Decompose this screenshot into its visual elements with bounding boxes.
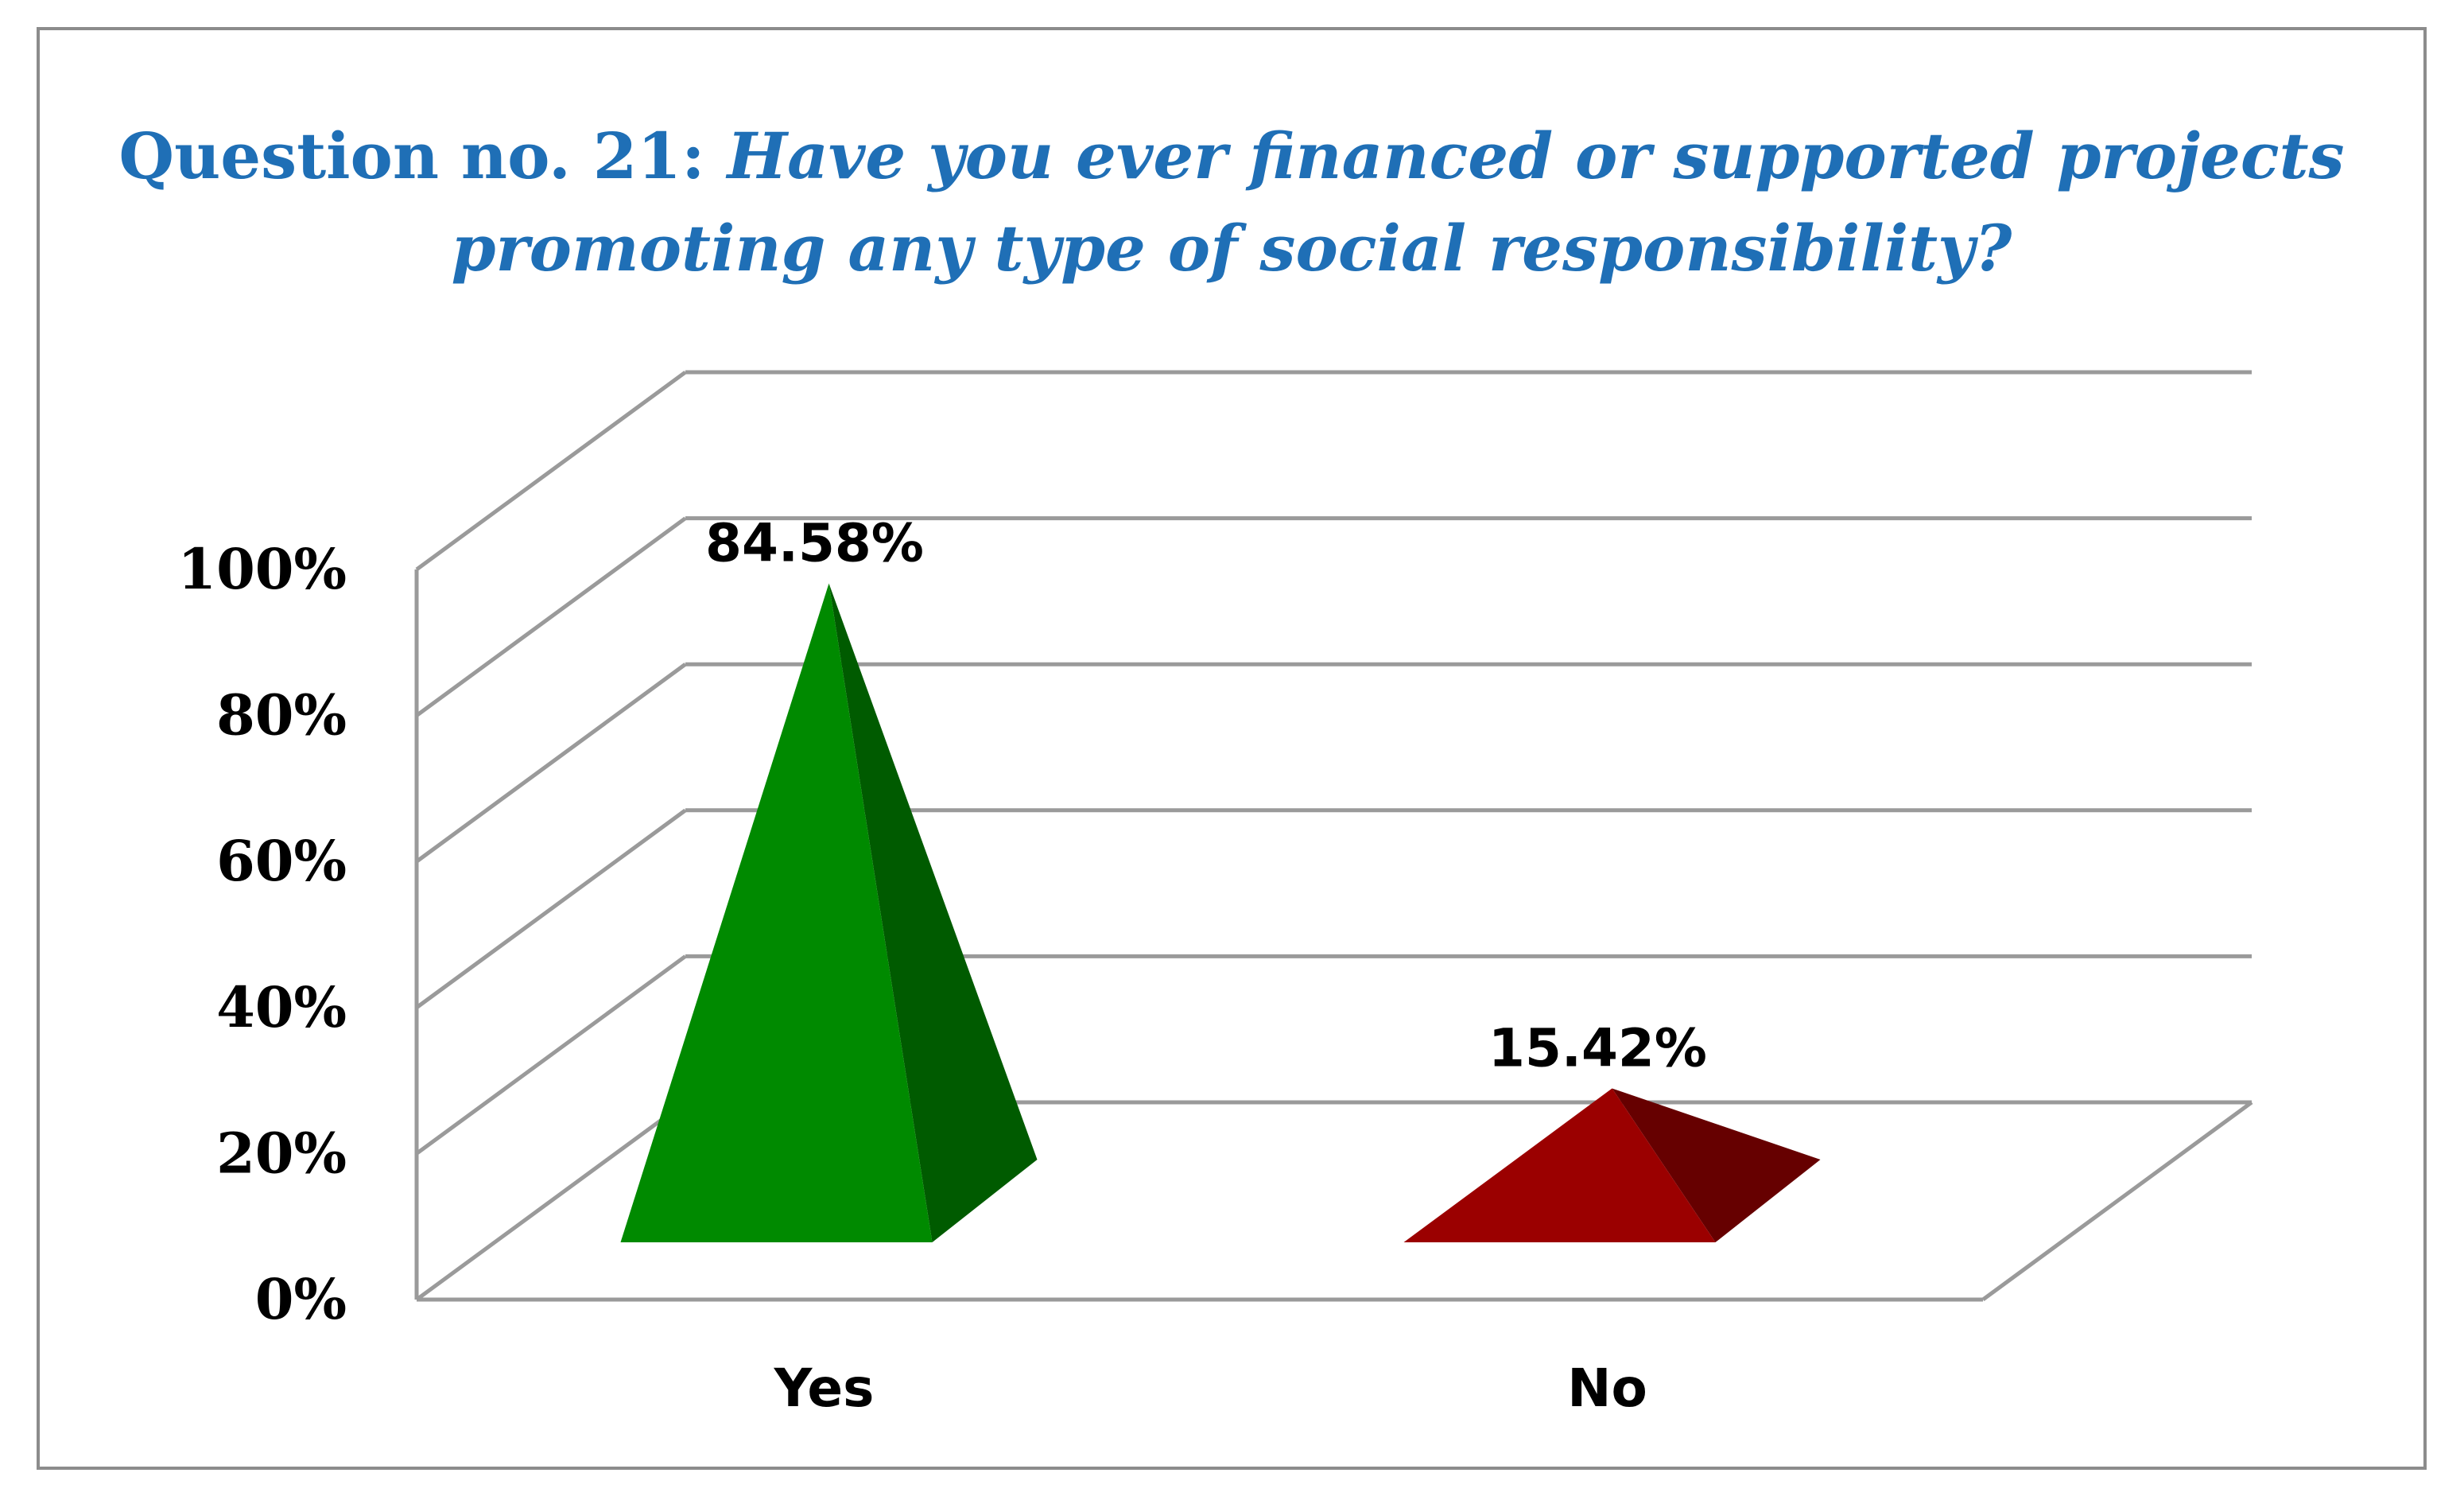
chart-title-prefix: Question no. 21: [118,119,705,193]
bar-yes [620,583,1038,1242]
bar-side-face [1612,1088,1821,1242]
y-tick-label: 40% [216,974,347,1040]
y-tick-label: 100% [177,536,347,602]
y-tick-label: 20% [216,1120,347,1186]
data-label-no: 15.42% [1488,1017,1707,1078]
chart-bars [620,583,1821,1242]
bar-no [1403,1088,1821,1242]
y-tick-label: 80% [216,682,347,748]
floor-right-edge [1981,1100,2253,1302]
chart-title: Question no. 21: Have you ever financed … [40,110,2423,294]
bar-side-face [828,583,1038,1242]
gridline-diagonal-0 [415,1100,687,1302]
category-label-no: No [1567,1358,1647,1419]
bar-front-face [620,583,933,1242]
gridline-diagonal-5 [415,370,687,572]
gridline-diagonal-2 [415,808,687,1009]
bar-front-face [1403,1088,1716,1242]
y-tick-label: 0% [255,1266,347,1332]
data-label-yes: 84.58% [705,513,924,574]
gridline-diagonal-3 [415,663,687,864]
chart-title-text: Have you ever financed or supported proj… [451,119,2345,286]
gridline-diagonal-4 [415,516,687,717]
chart-frame: Question no. 21: Have you ever financed … [37,27,2427,1470]
chart-labels: 84.58% Yes 15.42% No [705,513,1707,1419]
category-label-yes: Yes [774,1358,875,1419]
gridline-diagonal-1 [415,954,687,1156]
y-axis-ticks: 0% 20% 40% 60% 80% 100% [177,536,347,1332]
y-tick-label: 60% [216,828,347,894]
